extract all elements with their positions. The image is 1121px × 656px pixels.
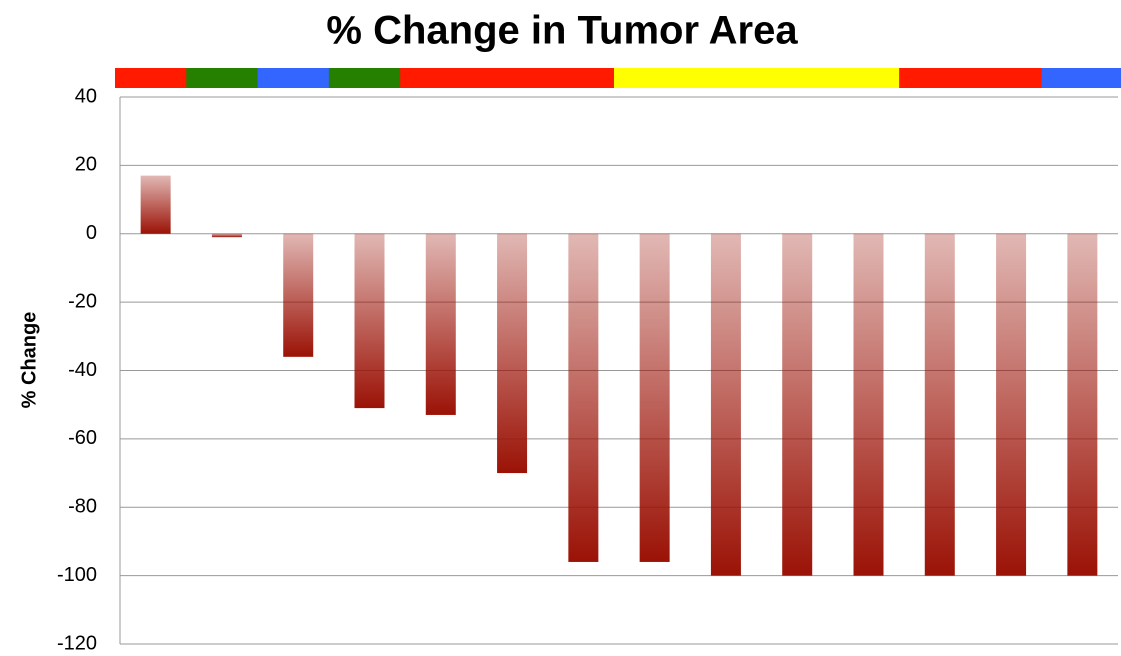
y-tick-label: 40: [75, 85, 97, 107]
y-tick-label: -80: [68, 496, 97, 518]
bar: [782, 233, 813, 576]
y-tick-label: 0: [86, 222, 97, 244]
category-strip: [186, 68, 259, 88]
category-strip: [1041, 68, 1121, 88]
bar: [283, 233, 314, 357]
bar: [996, 233, 1027, 576]
bar: [710, 233, 741, 576]
category-strip: [685, 68, 758, 88]
bar: [568, 233, 599, 562]
bar: [425, 233, 456, 415]
y-tick-label: -120: [57, 632, 97, 654]
bar: [639, 233, 670, 562]
category-strip: [756, 68, 829, 88]
category-strip: [257, 68, 330, 88]
bar: [853, 233, 884, 576]
bar: [211, 233, 242, 238]
bar: [354, 233, 385, 409]
category-strip: [115, 68, 187, 88]
category-strip: [827, 68, 900, 88]
bar: [497, 233, 528, 474]
category-strip: [542, 68, 615, 88]
y-axis-label: % Change: [18, 312, 40, 409]
category-strip: [970, 68, 1043, 88]
bar: [924, 233, 955, 576]
y-tick-label: -100: [57, 564, 97, 586]
y-tick-label: -60: [68, 427, 97, 449]
category-strip: [614, 68, 686, 88]
bar: [1067, 233, 1098, 576]
y-tick-label: -20: [68, 290, 97, 312]
bar: [140, 175, 171, 234]
category-strip: [899, 68, 971, 88]
category-strip: [328, 68, 401, 88]
y-tick-label: -40: [68, 359, 97, 381]
y-tick-label: 20: [75, 154, 97, 176]
chart-title: % Change in Tumor Area: [326, 9, 798, 53]
category-strip: [471, 68, 544, 88]
category-strip: [400, 68, 472, 88]
